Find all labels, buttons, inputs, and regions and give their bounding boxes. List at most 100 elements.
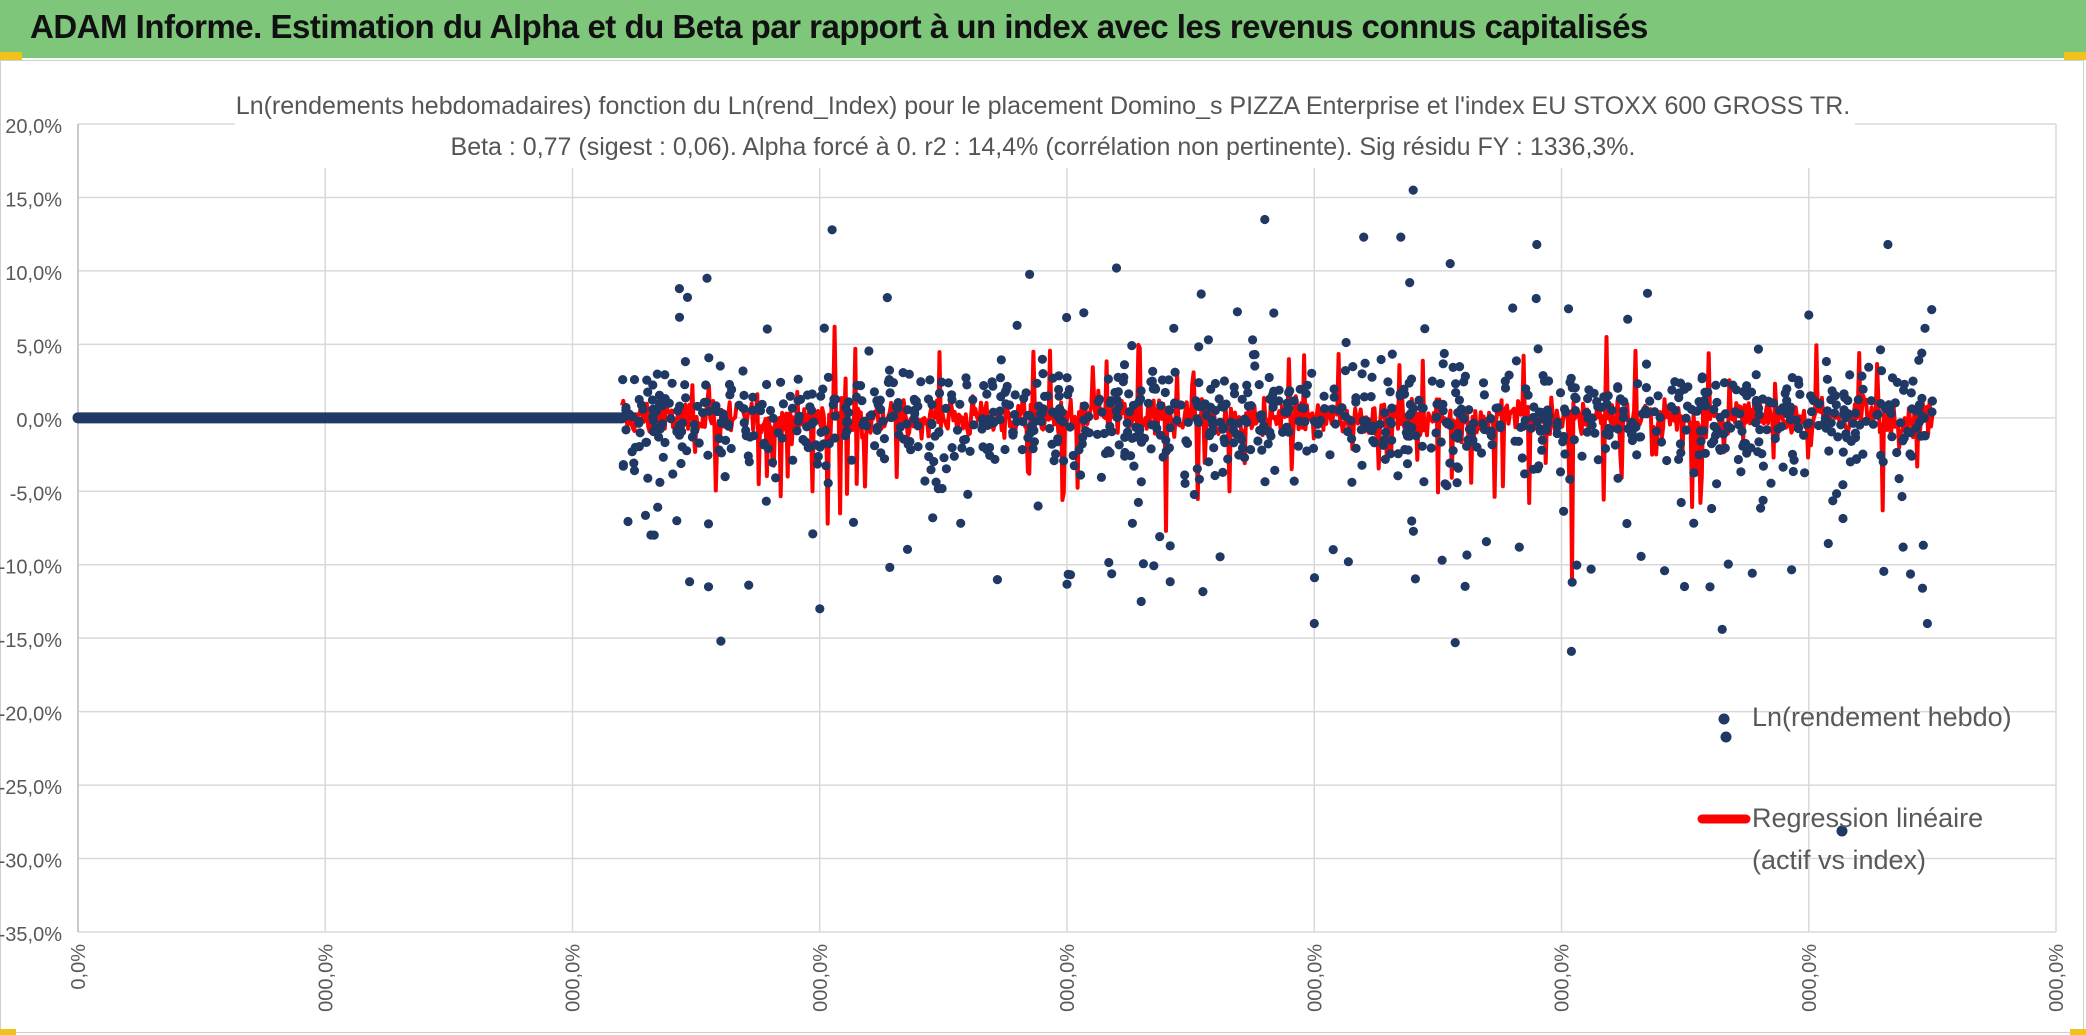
data-point — [654, 398, 664, 408]
data-point — [965, 446, 975, 456]
data-point — [1697, 374, 1707, 384]
data-point — [1676, 448, 1686, 458]
data-point — [1164, 405, 1174, 415]
data-point — [1907, 451, 1917, 461]
data-point — [674, 284, 685, 294]
data-point — [1362, 416, 1372, 426]
data-point — [1831, 400, 1841, 410]
data-point — [1521, 384, 1531, 394]
y-tick-label: -30,0% — [0, 851, 62, 873]
data-point — [1593, 455, 1603, 465]
data-point — [963, 489, 973, 499]
data-point — [934, 388, 945, 398]
data-point — [847, 455, 857, 465]
data-point — [1565, 474, 1575, 484]
data-point — [1533, 464, 1543, 474]
data-point — [723, 419, 733, 429]
data-point — [1172, 415, 1182, 426]
data-point — [1147, 420, 1157, 430]
data-point — [701, 380, 711, 390]
data-point — [1223, 454, 1233, 464]
data-point — [1782, 396, 1792, 406]
data-point — [1360, 358, 1370, 368]
data-point — [1526, 423, 1536, 433]
data-point — [1535, 426, 1545, 436]
data-point — [1379, 435, 1389, 445]
data-point — [1454, 395, 1464, 405]
data-point — [725, 390, 735, 400]
data-point — [995, 373, 1006, 383]
data-point — [1438, 406, 1448, 416]
data-point — [1207, 415, 1217, 425]
data-point — [1555, 467, 1566, 477]
data-point — [1681, 425, 1691, 435]
data-point — [1367, 372, 1377, 382]
data-point — [1248, 335, 1258, 345]
data-point — [1308, 443, 1319, 453]
data-point — [1107, 569, 1117, 579]
data-point — [1294, 416, 1304, 426]
data-point — [1136, 386, 1146, 396]
data-point — [703, 582, 714, 592]
data-point — [1148, 366, 1158, 376]
data-point — [1623, 314, 1633, 324]
data-point — [1858, 449, 1868, 459]
data-point — [816, 391, 826, 401]
data-point — [1180, 478, 1190, 488]
data-point — [929, 456, 939, 467]
data-point — [988, 407, 999, 417]
data-point — [1656, 437, 1667, 447]
data-point — [957, 443, 967, 453]
data-point — [1295, 384, 1305, 394]
data-point — [636, 400, 647, 410]
data-point — [1650, 407, 1660, 417]
legend-label-regression-2: (actif vs index) — [1752, 845, 1927, 875]
data-point — [943, 378, 954, 388]
data-point — [1908, 376, 1918, 386]
data-point — [815, 604, 825, 614]
data-point — [1111, 263, 1122, 273]
data-point — [652, 369, 662, 379]
data-point — [949, 451, 959, 461]
data-point — [1045, 423, 1055, 434]
data-point — [1232, 307, 1242, 317]
data-point — [1309, 416, 1319, 426]
data-point — [1215, 552, 1225, 562]
data-point — [793, 416, 804, 426]
data-point — [1062, 373, 1072, 383]
x-tick-label: 000,0% — [563, 944, 585, 1012]
data-point — [1347, 434, 1357, 444]
data-point — [1560, 449, 1570, 459]
data-point — [1770, 433, 1780, 444]
y-tick-label: 20,0% — [5, 116, 62, 138]
banner-corner-right — [2064, 52, 2086, 60]
data-point — [1094, 394, 1105, 404]
data-point — [978, 442, 988, 452]
data-point — [1850, 408, 1861, 418]
data-point — [927, 399, 937, 410]
data-point — [1092, 429, 1102, 439]
data-point — [1417, 403, 1427, 413]
data-point — [641, 437, 652, 447]
data-point — [1566, 646, 1576, 657]
data-point — [1793, 423, 1803, 434]
data-point — [1000, 444, 1010, 455]
data-point — [1420, 324, 1430, 334]
data-point — [1897, 491, 1907, 502]
y-tick-label: -10,0% — [0, 557, 62, 579]
data-point — [1237, 443, 1248, 453]
data-point — [1189, 489, 1199, 500]
data-point — [1263, 439, 1273, 449]
data-point — [1269, 308, 1279, 318]
data-point — [1385, 416, 1395, 426]
data-point — [1347, 477, 1357, 487]
data-point — [937, 483, 947, 494]
data-point — [1899, 379, 1909, 389]
data-point — [1500, 376, 1510, 386]
data-point — [655, 424, 665, 434]
data-point — [1283, 405, 1293, 415]
data-point — [852, 380, 862, 390]
data-point — [1787, 565, 1797, 575]
data-point — [1107, 427, 1117, 437]
data-point — [1032, 378, 1042, 388]
